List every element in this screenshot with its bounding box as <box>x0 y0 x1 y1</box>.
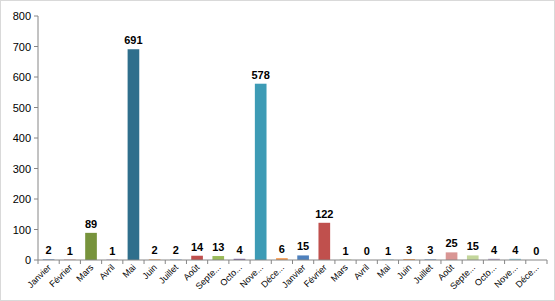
x-tick <box>186 260 187 264</box>
data-label: 2 <box>152 244 158 256</box>
x-tick <box>462 260 463 264</box>
data-label: 3 <box>406 244 412 256</box>
x-tick-label: Déce... <box>514 262 541 289</box>
data-label: 578 <box>252 69 270 81</box>
x-tick-label: Mai <box>375 262 392 279</box>
x-tick-label: Janvier <box>280 262 308 290</box>
x-tick <box>313 260 314 264</box>
x-tick-label: Mai <box>121 262 138 279</box>
x-tick <box>250 260 251 264</box>
y-tick <box>34 46 38 47</box>
chart: 0100200300400500600700800JanvierFévrierM… <box>0 0 555 301</box>
y-tick <box>34 16 38 17</box>
x-tick <box>525 260 526 264</box>
data-label: 1 <box>67 245 73 257</box>
y-tick-label: 100 <box>13 224 31 236</box>
y-tick-label: 700 <box>13 41 31 53</box>
y-tick-label: 600 <box>13 71 31 83</box>
x-tick-label: Septe... <box>448 262 477 291</box>
x-tick <box>59 260 60 264</box>
x-tick <box>356 260 357 264</box>
x-tick-label: Juillet <box>157 262 181 286</box>
bar <box>85 233 97 260</box>
bar <box>191 256 203 260</box>
x-tick-label: Février <box>302 262 329 289</box>
x-tick <box>504 260 505 264</box>
x-tick <box>292 260 293 264</box>
y-tick-label: 800 <box>13 10 31 22</box>
y-tick <box>34 260 38 261</box>
x-tick <box>228 260 229 264</box>
y-tick <box>34 77 38 78</box>
data-label: 2 <box>173 244 179 256</box>
y-tick-label: 400 <box>13 132 31 144</box>
x-tick <box>440 260 441 264</box>
data-label: 6 <box>279 243 285 255</box>
x-tick <box>377 260 378 264</box>
y-tick <box>34 229 38 230</box>
bar <box>446 252 458 260</box>
x-tick <box>398 260 399 264</box>
data-label: 2 <box>46 244 52 256</box>
y-tick-label: 300 <box>13 163 31 175</box>
x-tick-label: Juillet <box>411 262 435 286</box>
chart-frame <box>1 1 555 301</box>
x-tick-label: Mars <box>329 262 351 284</box>
x-tick <box>165 260 166 264</box>
y-tick-label: 500 <box>13 102 31 114</box>
bar <box>128 49 140 260</box>
data-label: 89 <box>85 218 97 230</box>
x-tick <box>80 260 81 264</box>
bar <box>318 223 330 260</box>
y-tick-label: 200 <box>13 193 31 205</box>
data-label: 1 <box>385 245 391 257</box>
data-label: 15 <box>467 240 479 252</box>
y-tick-label: 0 <box>25 254 31 266</box>
data-label: 4 <box>491 244 498 256</box>
y-axis <box>38 16 39 260</box>
data-label: 122 <box>315 208 333 220</box>
x-tick-label: Avril <box>97 262 116 281</box>
x-tick <box>144 260 145 264</box>
y-tick <box>34 107 38 108</box>
x-tick-label: Janvier <box>25 262 53 290</box>
y-tick <box>34 199 38 200</box>
x-tick <box>122 260 123 264</box>
x-tick-label: Avril <box>352 262 371 281</box>
data-label: 13 <box>212 241 224 253</box>
x-tick <box>271 260 272 264</box>
bar <box>297 255 309 260</box>
x-tick <box>207 260 208 264</box>
data-label: 0 <box>533 245 539 257</box>
bar <box>255 84 267 260</box>
data-label: 691 <box>124 34 142 46</box>
data-label: 1 <box>342 245 348 257</box>
x-tick-label: Février <box>47 262 74 289</box>
x-tick <box>419 260 420 264</box>
x-tick <box>334 260 335 264</box>
data-label: 4 <box>512 244 519 256</box>
data-label: 25 <box>445 237 457 249</box>
y-tick <box>34 168 38 169</box>
bar <box>467 255 479 260</box>
data-label: 14 <box>191 241 204 253</box>
data-label: 0 <box>364 245 370 257</box>
data-label: 1 <box>109 245 115 257</box>
data-label: 4 <box>236 244 243 256</box>
y-tick <box>34 138 38 139</box>
x-tick-label: Septe... <box>194 262 223 291</box>
x-tick <box>547 260 548 264</box>
x-tick <box>483 260 484 264</box>
data-label: 3 <box>427 244 433 256</box>
data-label: 15 <box>297 240 309 252</box>
x-tick <box>38 260 39 264</box>
x-tick <box>101 260 102 264</box>
bar <box>212 256 224 260</box>
x-tick-label: Mars <box>74 262 96 284</box>
